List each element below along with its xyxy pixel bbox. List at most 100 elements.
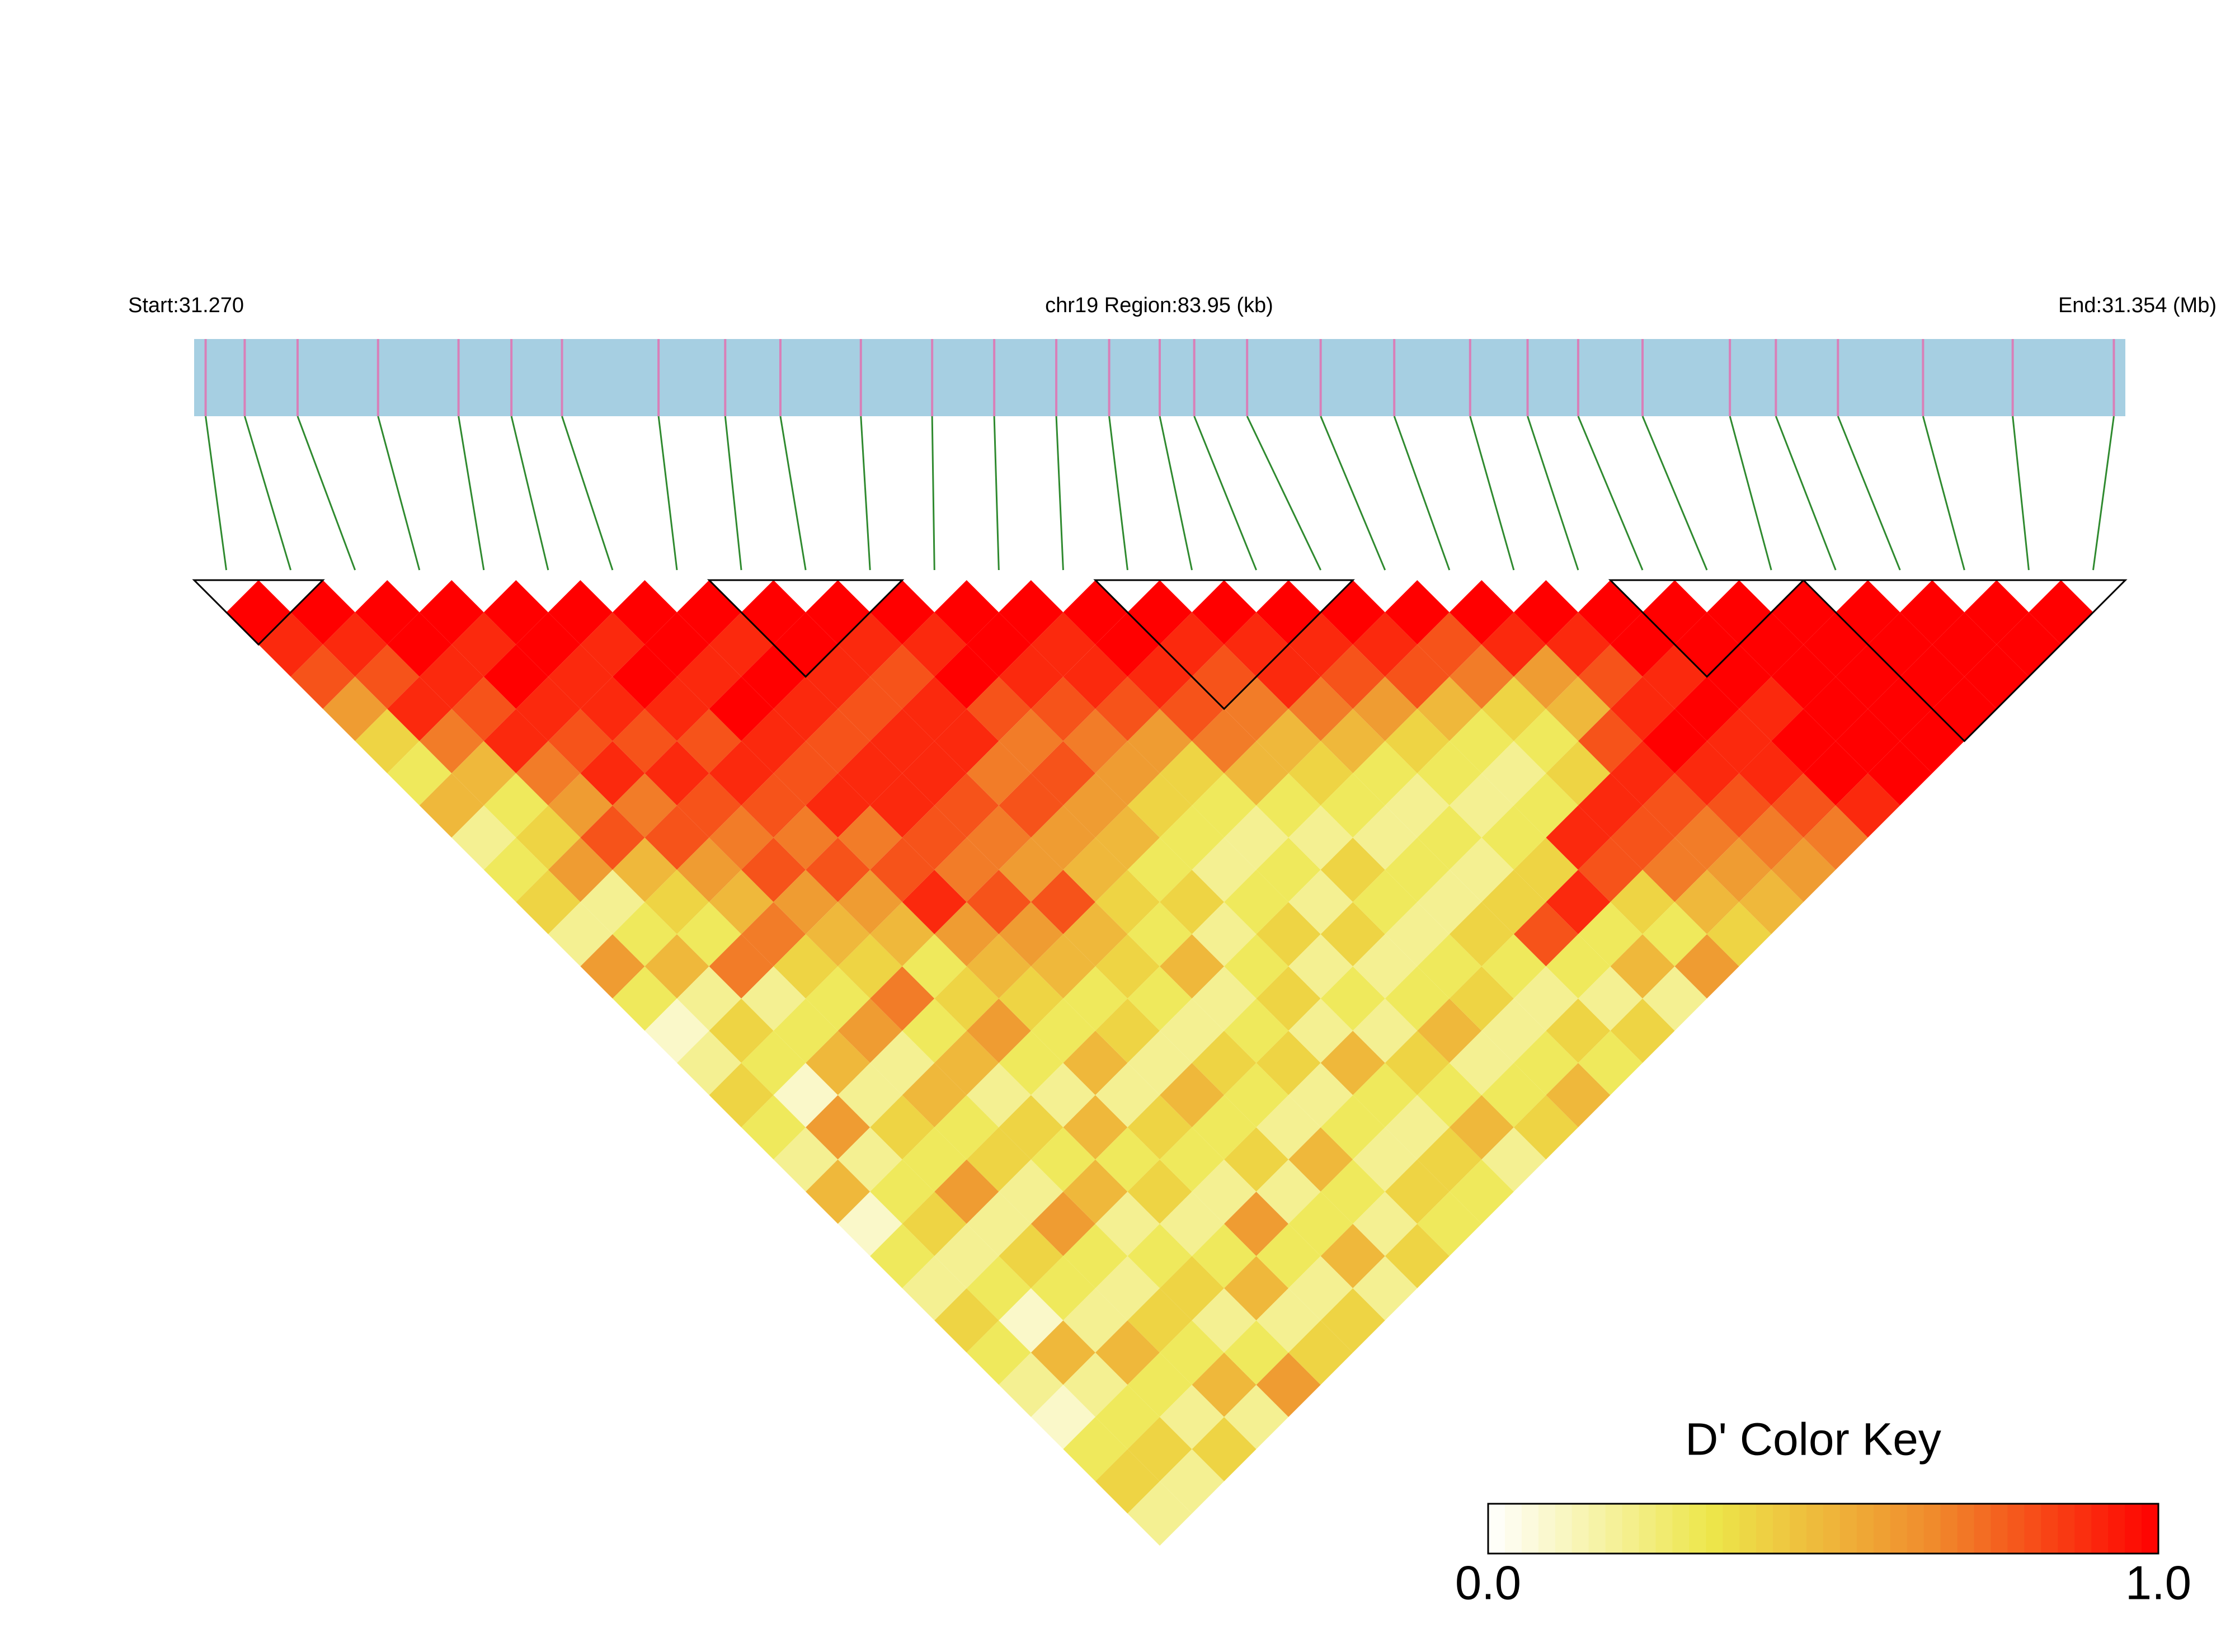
color-key-step [1588,1504,1606,1554]
ld-cell [1385,709,1450,774]
color-key-step [1706,1504,1723,1554]
ld-cell [1192,1223,1257,1288]
ld-cell [1385,1030,1450,1095]
ld-cell [387,741,452,806]
ld-cell [1481,1127,1546,1192]
ld-cell [999,1095,1064,1160]
ld-cell [1449,966,1514,1031]
ld-cell [902,1192,967,1256]
ld-cell [1063,773,1128,838]
ld-cell [1674,934,1739,999]
snp-connector [1527,416,1579,571]
ld-cell [1449,644,1514,709]
ld-cell [934,902,999,967]
ld-cell [1739,869,1804,934]
ld-cell [644,676,709,741]
ld-cell [1546,869,1611,934]
ld-cell [1739,741,1804,806]
snp-connector [1775,416,1837,571]
ld-cell [1513,580,1578,645]
ld-cell [1546,741,1611,806]
ld-cell [1320,709,1385,774]
ld-cell [902,1256,967,1321]
ld-cell [1192,1159,1257,1224]
ld-cell [1320,1223,1385,1288]
snp-connector [1469,416,1515,571]
ld-cell [1643,966,1707,1031]
ld-cell [1224,998,1289,1063]
ld-cell [806,709,871,774]
ld-cell [1674,805,1739,870]
ld-cell [934,1288,999,1353]
ld-cell [1513,773,1578,838]
ld-cell [1127,709,1192,774]
ld-cell [966,1320,1031,1385]
snp-connector [1320,416,1386,571]
ld-cell [1610,998,1675,1063]
ld-cell [1288,741,1353,806]
ld-cell [1127,1159,1192,1224]
ld-cell [1095,1320,1160,1385]
color-key-step [1907,1504,1925,1554]
ld-cell [1353,741,1418,806]
ld-cell [1031,1256,1095,1321]
color-key-step [1739,1504,1757,1554]
ld-cell [1320,966,1385,1031]
color-key-step [2058,1504,2075,1554]
color-key-step [1873,1504,1891,1554]
ld-cell [1192,1095,1257,1160]
ld-cell [1288,1320,1353,1385]
ld-cell [1643,837,1707,902]
ld-cell [1127,1481,1192,1546]
ld-cell [1707,837,1772,902]
ld-cell [1063,1095,1128,1160]
ld-cell [966,934,1031,999]
ld-cell [966,998,1031,1063]
ld-cell [1288,998,1353,1063]
color-key-step [2041,1504,2058,1554]
ld-cell [999,966,1064,1031]
ld-cell [483,709,548,774]
color-key-step [1991,1504,2008,1554]
color-key-step [1890,1504,1908,1554]
ld-cell [837,805,902,870]
ld-cell [1481,998,1546,1063]
ld-cell [1481,676,1546,741]
ld-cell [1127,1030,1192,1095]
ld-cell [934,773,999,838]
ld-cell [1513,644,1578,709]
ld-cell [1127,1223,1192,1288]
color-key-step [1555,1504,1573,1554]
ld-cell [1031,1127,1095,1192]
snp-connector [1108,416,1128,571]
ld-cell [1192,773,1257,838]
ld-cell [1546,1063,1611,1128]
ld-cell [1417,934,1482,999]
ld-cell [677,580,742,645]
ld-cell [1192,966,1257,1031]
ld-cell [1256,902,1321,967]
ld-cell [1513,966,1578,1031]
color-key-step [1571,1504,1589,1554]
ld-cell [1707,580,1772,645]
ld-cell [1127,1095,1192,1160]
ld-cell [644,612,709,677]
ld-cell [1320,837,1385,902]
ld-cell [1095,1127,1160,1192]
ld-cell [966,1256,1031,1321]
ld-cell [1546,998,1611,1063]
ld-cell [1385,773,1450,838]
ld-cell [709,741,774,806]
ld-cell [1256,1030,1321,1095]
ld-cell [1095,998,1160,1063]
color-key-step [1639,1504,1656,1554]
color-key-step [2091,1504,2109,1554]
ld-cell [1771,837,1836,902]
ld-cell [966,1192,1031,1256]
ld-cell [1063,1352,1128,1417]
color-key-step [1839,1504,1857,1554]
ld-cell [1353,676,1418,741]
ld-cell [1095,1449,1160,1514]
snp-connector [1641,416,1708,571]
ld-cell [516,805,581,870]
